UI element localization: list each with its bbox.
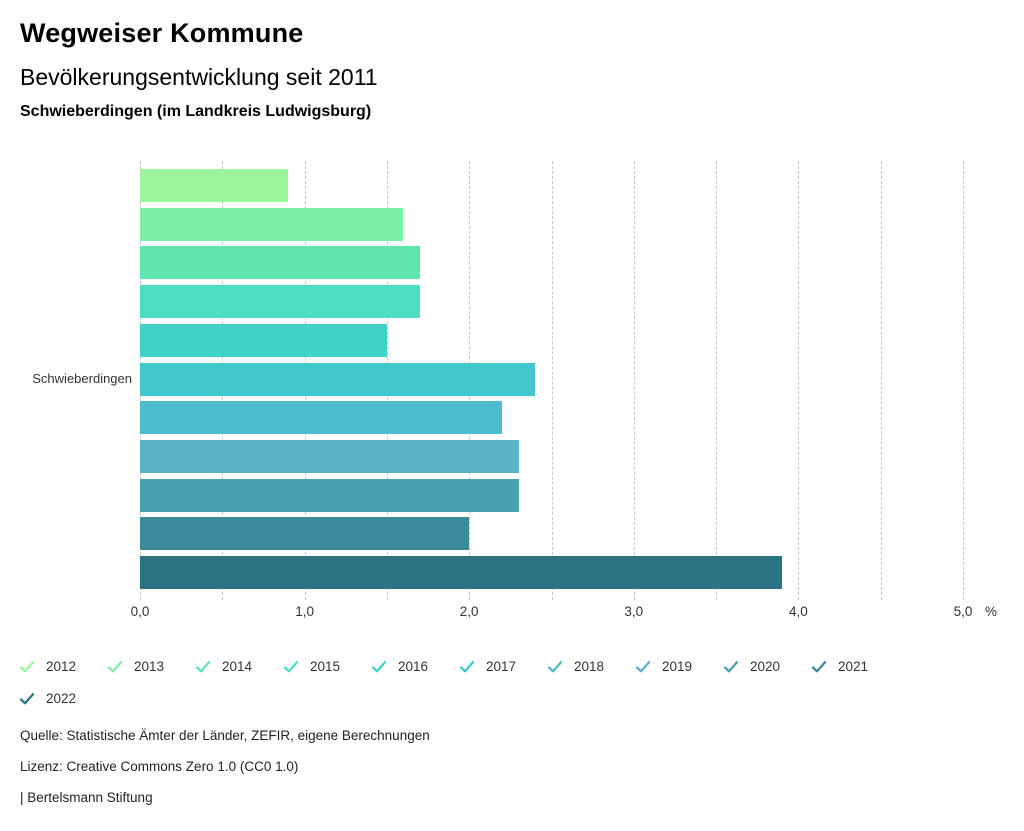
bar-2015[interactable] — [140, 285, 420, 319]
x-tick-label: 3,0 — [624, 604, 644, 619]
check-icon — [20, 693, 34, 705]
legend-item-label: 2014 — [222, 659, 253, 674]
check-icon — [372, 661, 386, 673]
legend-item-2012[interactable]: 2012 — [20, 659, 76, 675]
bar-2014[interactable] — [140, 246, 420, 280]
x-tick-label: 1,0 — [295, 604, 314, 619]
legend-item-label: 2019 — [662, 659, 693, 674]
bar-chart-plot-area: Schwieberdingen 0,0 1,0 2,0 3,0 4,0 5,0% — [32, 161, 998, 619]
legend-item-2013[interactable]: 2013 — [108, 659, 164, 675]
check-icon — [724, 661, 738, 673]
x-tick-label: 2,0 — [459, 604, 479, 619]
bar-2016[interactable] — [140, 323, 387, 357]
region-subtitle: Schwieberdingen (im Landkreis Ludwigsbur… — [20, 103, 372, 120]
legend-item-label: 2013 — [134, 659, 165, 674]
legend-item-2021[interactable]: 2021 — [812, 659, 868, 675]
bar-2021[interactable] — [140, 517, 470, 551]
legend-item-2014[interactable]: 2014 — [196, 659, 252, 675]
legend-item-2018[interactable]: 2018 — [548, 659, 604, 675]
x-tick-label: 5,0 — [953, 604, 973, 619]
legend-item-2017[interactable]: 2017 — [460, 659, 516, 675]
x-tick-label: 4,0 — [789, 604, 808, 619]
check-icon — [548, 661, 562, 673]
y-axis-category-label: Schwieberdingen — [32, 371, 132, 386]
gridline — [963, 161, 964, 600]
legend-item-label: 2022 — [46, 691, 77, 706]
legend-item-label: 2021 — [838, 659, 869, 674]
legend-item-2020[interactable]: 2020 — [724, 659, 780, 675]
bar-2013[interactable] — [140, 207, 404, 241]
gridline — [551, 161, 553, 600]
legend-item-label: 2018 — [574, 659, 605, 674]
bar-2019[interactable] — [140, 439, 519, 473]
x-axis-unit-label: % — [985, 604, 998, 619]
check-icon — [636, 661, 650, 673]
bar-2017[interactable] — [140, 362, 535, 396]
bar-2012[interactable] — [140, 169, 289, 202]
legend-item-label: 2012 — [46, 659, 77, 674]
gridline — [798, 161, 800, 600]
check-icon — [284, 661, 298, 673]
bar-2022[interactable] — [140, 556, 782, 589]
check-icon — [460, 661, 474, 673]
legend-item-2016[interactable]: 2016 — [372, 659, 428, 675]
legend-item-label: 2016 — [398, 659, 429, 674]
chart-title: Bevölkerungsentwicklung seit 2011 — [20, 64, 378, 90]
license-note: Lizenz: Creative Commons Zero 1.0 (CC0 1… — [20, 759, 299, 774]
legend-item-2015[interactable]: 2015 — [284, 659, 340, 675]
legend-item-label: 2017 — [486, 659, 517, 674]
attribution-note: | Bertelsmann Stiftung — [20, 790, 153, 805]
legend-item-2022[interactable]: 2022 — [20, 691, 76, 707]
legend-item-label: 2015 — [310, 659, 341, 674]
source-note: Quelle: Statistische Ämter der Länder, Z… — [20, 728, 430, 743]
check-icon — [812, 661, 826, 673]
check-icon — [108, 661, 122, 673]
x-tick-label: 0,0 — [130, 604, 150, 619]
gridline — [880, 161, 882, 600]
bar-2020[interactable] — [140, 478, 519, 512]
check-icon — [20, 661, 34, 673]
bar-2018[interactable] — [140, 401, 503, 435]
page-title: Wegweiser Kommune — [20, 18, 304, 48]
gridline — [716, 161, 718, 600]
gridline — [633, 161, 635, 600]
check-icon — [196, 661, 210, 673]
legend-item-2019[interactable]: 2019 — [636, 659, 692, 675]
legend-item-label: 2020 — [750, 659, 781, 674]
